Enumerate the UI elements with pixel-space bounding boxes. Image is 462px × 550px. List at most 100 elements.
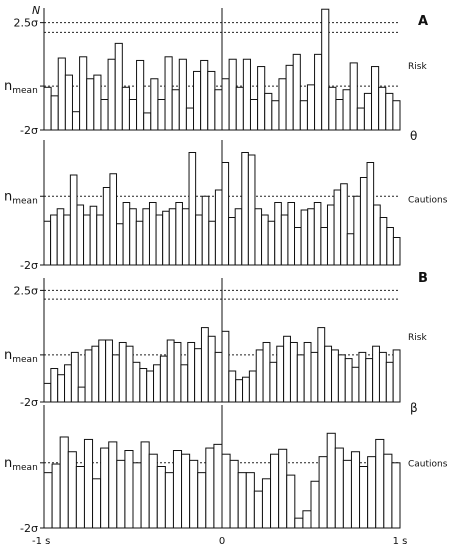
- histogram-bar: [124, 450, 134, 529]
- histogram-bar: [86, 78, 95, 131]
- histogram-bar: [221, 162, 230, 266]
- histogram-bar: [221, 78, 230, 131]
- histogram-bar: [326, 204, 335, 266]
- histogram-bar: [350, 451, 361, 529]
- histogram-bar: [300, 209, 309, 266]
- histogram-bar: [98, 339, 107, 403]
- histogram-bar: [201, 195, 210, 266]
- histogram-bar: [303, 341, 312, 403]
- histogram-bar: [359, 466, 369, 529]
- x-tick-label: 0: [219, 536, 225, 547]
- histogram-bar: [140, 441, 150, 529]
- histogram-bar: [194, 348, 202, 403]
- histogram-bar: [255, 349, 264, 403]
- y-tick-label: -2σ: [20, 522, 38, 535]
- y-tick-label: -2σ: [20, 124, 38, 137]
- histogram-bar: [43, 220, 52, 266]
- histogram-bar: [392, 349, 401, 403]
- histogram-bar: [200, 327, 209, 403]
- histogram-bar: [257, 66, 266, 131]
- histogram-bar: [254, 208, 263, 266]
- histogram-bar: [193, 70, 202, 131]
- histogram-bar: [79, 56, 88, 131]
- histogram-bar: [96, 214, 104, 266]
- histogram-bar: [242, 58, 251, 131]
- histogram-bar: [349, 62, 358, 131]
- histogram-bar: [253, 490, 263, 529]
- histogram-bar: [116, 459, 126, 529]
- histogram-bar: [386, 227, 394, 266]
- histogram-bar: [173, 341, 182, 403]
- x-tick-label: 1 s: [393, 536, 408, 547]
- histogram-bar: [83, 438, 94, 529]
- histogram-bar: [132, 361, 141, 403]
- histogram-bar: [207, 70, 216, 131]
- x-tick-label: -1 s: [32, 536, 50, 547]
- histogram-bar: [50, 368, 59, 403]
- histogram-bar: [228, 370, 237, 403]
- histogram-bar: [242, 376, 250, 403]
- histogram-bar: [378, 351, 387, 403]
- histogram-bar: [385, 92, 394, 131]
- histogram-bar: [100, 99, 109, 131]
- histogram-bar: [221, 330, 230, 403]
- histogram-bar: [121, 86, 130, 131]
- histogram-bar: [57, 57, 66, 131]
- histogram-bar: [100, 447, 110, 529]
- histogram-bar: [271, 100, 280, 131]
- histogram-bar: [207, 335, 216, 403]
- histogram-bar: [344, 358, 353, 403]
- histogram-bar: [171, 89, 180, 131]
- histogram-bar: [337, 354, 346, 403]
- histogram-bar: [262, 341, 271, 403]
- histogram-bar: [317, 327, 326, 403]
- histogram-bar: [310, 480, 320, 529]
- histogram-bar: [109, 173, 118, 266]
- histogram-bar: [280, 214, 289, 266]
- histogram-bar: [392, 100, 401, 131]
- histogram-bar: [318, 456, 328, 529]
- histogram-bar: [43, 382, 52, 403]
- histogram-bar: [114, 42, 123, 131]
- histogram-bar: [164, 56, 173, 131]
- histogram-bar: [92, 478, 102, 529]
- histogram-bar: [111, 354, 120, 403]
- histogram-bar: [129, 208, 137, 266]
- histogram-bar: [235, 379, 244, 403]
- histogram-bar: [292, 53, 301, 131]
- histogram-bar: [102, 187, 111, 266]
- histogram-bar: [180, 364, 189, 403]
- histogram-bar: [356, 107, 365, 131]
- histogram-bar: [185, 107, 195, 131]
- histogram-bar: [235, 86, 244, 131]
- histogram-bar: [366, 162, 375, 266]
- histogram-bar: [188, 152, 197, 266]
- histogram-bar: [178, 58, 187, 131]
- histogram-bar: [278, 448, 288, 529]
- histogram-bar: [228, 217, 236, 266]
- histogram-bar: [125, 345, 134, 403]
- y-tick-label: nmean: [4, 189, 38, 206]
- histogram-bar: [51, 463, 61, 529]
- histogram-bar: [249, 99, 259, 131]
- histogram-bar: [159, 355, 168, 403]
- y-tick-label: -2σ: [20, 259, 38, 272]
- histogram-bar: [214, 351, 223, 403]
- histogram-bar: [195, 214, 203, 266]
- histogram-bar: [166, 339, 175, 403]
- histogram-bar: [71, 111, 81, 131]
- histogram-bar: [56, 208, 65, 266]
- histogram-bar: [342, 459, 352, 529]
- histogram-bar: [326, 432, 336, 529]
- band-label-beta: β: [410, 401, 418, 415]
- histogram-bar: [105, 339, 113, 403]
- histogram-bar: [314, 53, 323, 131]
- histogram-bar: [43, 86, 52, 131]
- histogram-bar: [162, 210, 170, 266]
- histogram-bar: [91, 345, 100, 403]
- panel-letter-b: B: [418, 271, 428, 286]
- histogram-bar: [306, 84, 316, 131]
- histogram-bar: [365, 358, 374, 403]
- histogram-bar: [296, 354, 305, 403]
- y-tick-label: nmean: [4, 79, 38, 96]
